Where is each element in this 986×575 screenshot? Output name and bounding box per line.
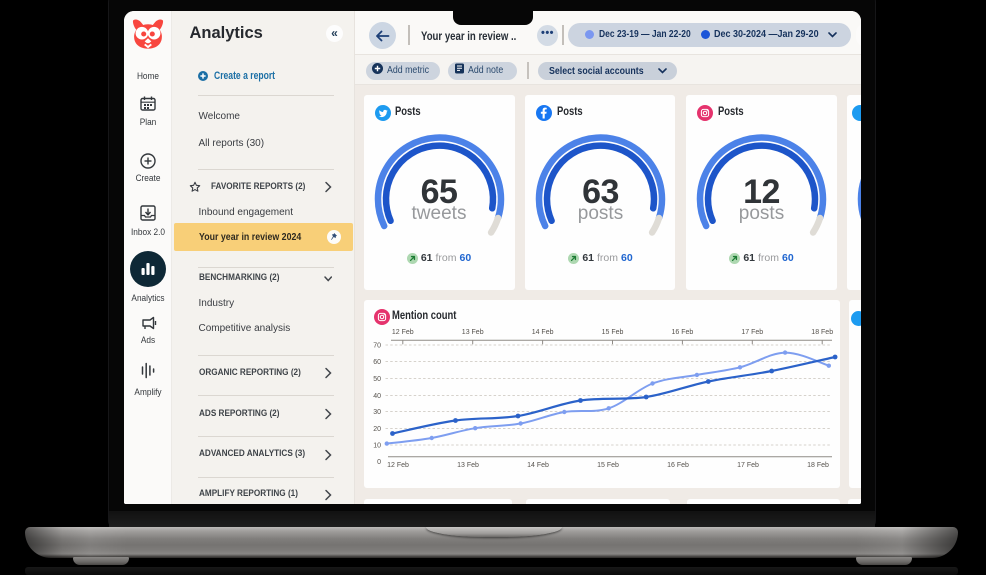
svg-text:40: 40 xyxy=(373,393,381,400)
svg-text:17 Feb: 17 Feb xyxy=(737,462,759,469)
svg-text:15 Feb: 15 Feb xyxy=(597,462,619,469)
svg-text:12 Feb: 12 Feb xyxy=(387,462,409,469)
svg-text:12 Feb: 12 Feb xyxy=(391,329,413,336)
svg-text:16 Feb: 16 Feb xyxy=(671,329,693,336)
svg-text:16 Feb: 16 Feb xyxy=(667,462,689,469)
svg-text:50: 50 xyxy=(373,376,381,383)
svg-text:15 Feb: 15 Feb xyxy=(601,329,623,336)
svg-text:10: 10 xyxy=(373,443,381,450)
svg-text:60: 60 xyxy=(373,359,381,366)
svg-text:30: 30 xyxy=(373,409,381,416)
svg-text:70: 70 xyxy=(373,343,381,350)
svg-text:20: 20 xyxy=(373,426,381,433)
svg-text:14 Feb: 14 Feb xyxy=(531,329,553,336)
svg-text:0: 0 xyxy=(377,459,381,466)
svg-text:17 Feb: 17 Feb xyxy=(741,329,763,336)
svg-text:18 Feb: 18 Feb xyxy=(807,462,829,469)
svg-text:14 Feb: 14 Feb xyxy=(527,462,549,469)
svg-text:18 Feb: 18 Feb xyxy=(811,329,833,336)
svg-text:13 Feb: 13 Feb xyxy=(461,329,483,336)
svg-text:13 Feb: 13 Feb xyxy=(457,462,479,469)
